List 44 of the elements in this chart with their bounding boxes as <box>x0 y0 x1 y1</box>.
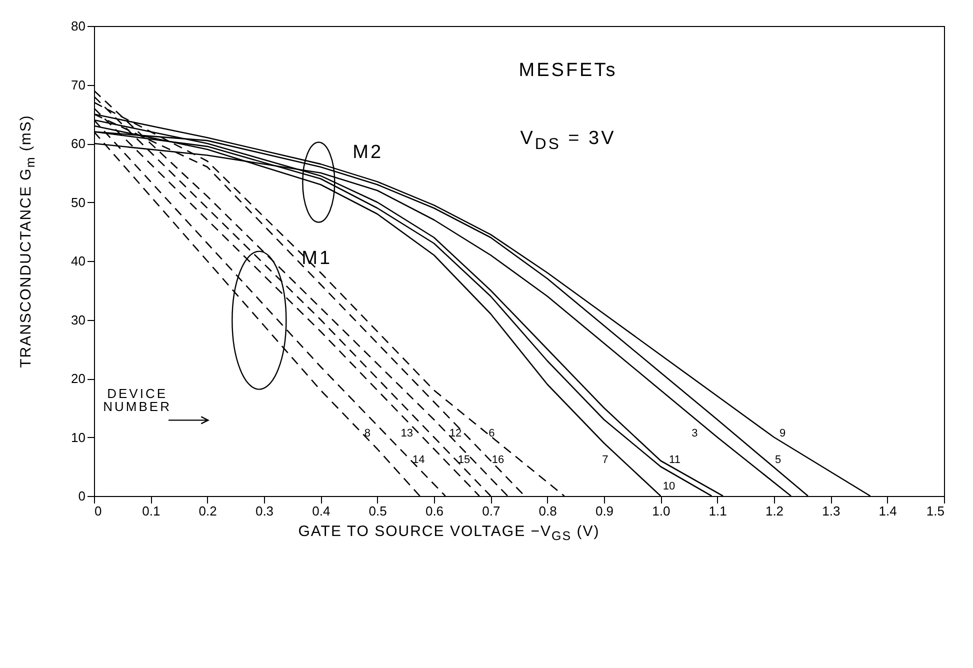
series-label: 16 <box>492 454 504 466</box>
series-label: 15 <box>458 454 470 466</box>
y-tick-label: 10 <box>71 430 86 445</box>
series-label: 7 <box>602 454 608 466</box>
annotation: V$_{DS}$ = 3V <box>520 128 616 154</box>
x-tick-label: 0.6 <box>425 504 444 518</box>
x-tick-label: 0 <box>94 504 102 518</box>
x-tick-label: 0.7 <box>482 504 500 518</box>
x-tick-label: 1.2 <box>765 504 784 518</box>
y-tick-label: 50 <box>71 194 86 210</box>
y-tick-label: 80 <box>71 18 86 34</box>
annotation: M1 <box>302 248 332 270</box>
annotation: DEVICE NUMBER <box>102 386 172 414</box>
x-tick-label: 1.0 <box>652 504 670 518</box>
series-label: 12 <box>449 427 462 440</box>
x-tick-label: 0.2 <box>198 504 217 518</box>
series-label: 14 <box>412 454 425 466</box>
series-label: 13 <box>400 427 413 440</box>
x-tick-label: 0.4 <box>312 504 330 518</box>
series-label: 6 <box>488 427 495 440</box>
series-label: 9 <box>780 427 786 440</box>
x-tick-label: 0.5 <box>368 504 387 518</box>
series-label: 8 <box>364 427 370 440</box>
x-axis-title: GATE TO SOURCE VOLTAGE −V$_{GS}$ (V) <box>298 523 600 543</box>
series-label: 3 <box>692 427 698 440</box>
x-tick-label: 1.3 <box>822 504 840 518</box>
x-tick-label: 0.1 <box>142 504 160 518</box>
series-label: 10 <box>662 480 676 492</box>
x-tick-label: 1.5 <box>926 504 944 518</box>
y-tick-label: 20 <box>71 371 86 386</box>
series-label: 11 <box>669 454 680 466</box>
x-tick-label: 0.9 <box>595 504 614 518</box>
y-tick-label: 40 <box>71 254 86 268</box>
series-label: 5 <box>774 454 782 466</box>
y-tick-label: 70 <box>71 77 86 92</box>
annotation: M2 <box>352 142 384 164</box>
y-tick-label: 0 <box>78 488 86 504</box>
x-tick-label: 1.4 <box>878 504 897 518</box>
x-tick-label: 1.1 <box>708 504 727 518</box>
x-tick-label: 0.8 <box>538 504 557 518</box>
annotation: MESFETs <box>518 60 618 82</box>
y-tick-label: 30 <box>71 312 86 328</box>
y-tick-label: 60 <box>71 136 86 151</box>
x-tick-label: 0.3 <box>255 504 274 518</box>
